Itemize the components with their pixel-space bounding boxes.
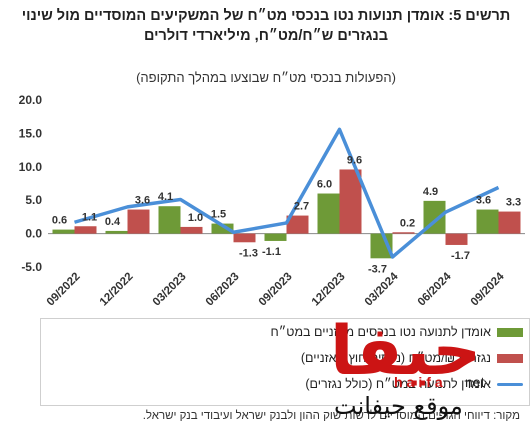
x-tick-label: 06/2024 xyxy=(416,270,454,308)
legend-item-red: נגזרים ₪/מט״ח (נכסים חוץ מאזניים) xyxy=(41,345,529,371)
y-tick-label: -5.0 xyxy=(21,260,42,274)
legend-label-green: אומדן לתנועה נטו בנכסים מאזניים במט״ח xyxy=(270,325,491,339)
legend-label-red: נגזרים ₪/מט״ח (נכסים חוץ מאזניים) xyxy=(300,351,491,365)
data-label-green: 1.5 xyxy=(211,209,226,221)
data-label-red: 2.7 xyxy=(294,201,309,213)
legend-swatch-red xyxy=(497,353,523,363)
y-tick-label: 10.0 xyxy=(19,160,43,174)
data-label-red: 1.0 xyxy=(188,212,203,224)
bar-red xyxy=(339,169,362,234)
data-label-green: -3.7 xyxy=(368,263,387,275)
x-tick-label: 12/2022 xyxy=(98,271,136,309)
legend-item-blue: אומדן לתנועה במט״ח (כולל נגזרים) xyxy=(41,371,529,397)
bar-green xyxy=(52,229,75,234)
data-label-red: 3.3 xyxy=(506,197,521,209)
data-label-green: 4.1 xyxy=(158,191,173,203)
data-label-red: 3.6 xyxy=(135,195,150,207)
logo-net-text: net xyxy=(465,374,485,390)
bar-red xyxy=(233,233,256,243)
data-label-green: 4.9 xyxy=(423,186,438,198)
x-tick-label: 09/2022 xyxy=(45,271,83,309)
data-label-red: 9.6 xyxy=(347,154,362,166)
x-tick-label: 06/2023 xyxy=(204,271,242,309)
chart-title: תרשים 5: אומדן תנועות נטו בנכסי מט״ח של … xyxy=(21,8,511,44)
bar-red xyxy=(74,226,97,234)
data-label-red: 1.1 xyxy=(82,211,97,223)
data-label-green: 3.6 xyxy=(476,195,491,207)
legend-item-green: אומדן לתנועה נטו בנכסים מאזניים במט״ח xyxy=(41,319,529,345)
data-label-red: -1.3 xyxy=(239,247,258,259)
bar-green xyxy=(264,233,287,241)
logo-latin-text: haifa xyxy=(394,374,447,390)
data-label-green: 0.6 xyxy=(52,215,67,227)
logo-arabic-mark: حيفا xyxy=(330,312,483,391)
y-tick-label: 20.0 xyxy=(19,93,43,107)
legend-label-blue: אומדן לתנועה במט״ח (כולל נגזרים) xyxy=(305,377,491,391)
bar-red xyxy=(286,215,309,234)
x-tick-label: 03/2023 xyxy=(151,271,189,309)
logo-subtitle: موقع حيفانت xyxy=(334,392,463,420)
bar-red xyxy=(127,209,150,234)
x-tick-label: 12/2023 xyxy=(310,271,348,309)
data-label-green: 0.4 xyxy=(105,216,121,228)
data-label-red: -1.7 xyxy=(451,250,470,262)
bar-red xyxy=(445,233,468,245)
chart-plot: 20.0 15.0 10.0 5.0 0.0 -5.0 0.6 1.1 0.4 3.6 4.1 1.0… xyxy=(19,93,525,309)
bar-green xyxy=(211,223,234,234)
bar-green xyxy=(476,209,499,234)
bar-green xyxy=(317,193,340,234)
x-tick-label: 09/2023 xyxy=(257,271,295,309)
legend-swatch-blue xyxy=(497,382,523,386)
y-tick-label: 5.0 xyxy=(25,193,42,207)
y-tick-label: 0.0 xyxy=(25,227,42,241)
data-label-green: 6.0 xyxy=(317,179,332,191)
chart-subtitle: (הפעולות בנכסי מט״ח שבוצעו במהלך התקופה) xyxy=(136,70,396,85)
x-tick-label: 03/2024 xyxy=(363,270,401,308)
data-label-green: -1.1 xyxy=(262,246,281,258)
legend-swatch-green xyxy=(497,327,523,337)
y-tick-label: 15.0 xyxy=(19,126,43,140)
bar-green xyxy=(105,230,128,234)
bar-green xyxy=(158,206,181,234)
bar-red xyxy=(180,226,203,234)
source-note: מקור: דיווחי הגופים המוסדיים לרשות שוק ה… xyxy=(142,410,520,422)
bar-red xyxy=(498,211,521,234)
data-label-red: 0.2 xyxy=(400,217,415,229)
bar-red xyxy=(392,232,415,234)
chart-legend: אומדן לתנועה נטו בנכסים מאזניים במט״ח נג… xyxy=(40,318,530,406)
x-tick-label: 09/2024 xyxy=(469,270,507,308)
site-logo: حيفا haifa net موقع حيفانت xyxy=(330,318,520,426)
